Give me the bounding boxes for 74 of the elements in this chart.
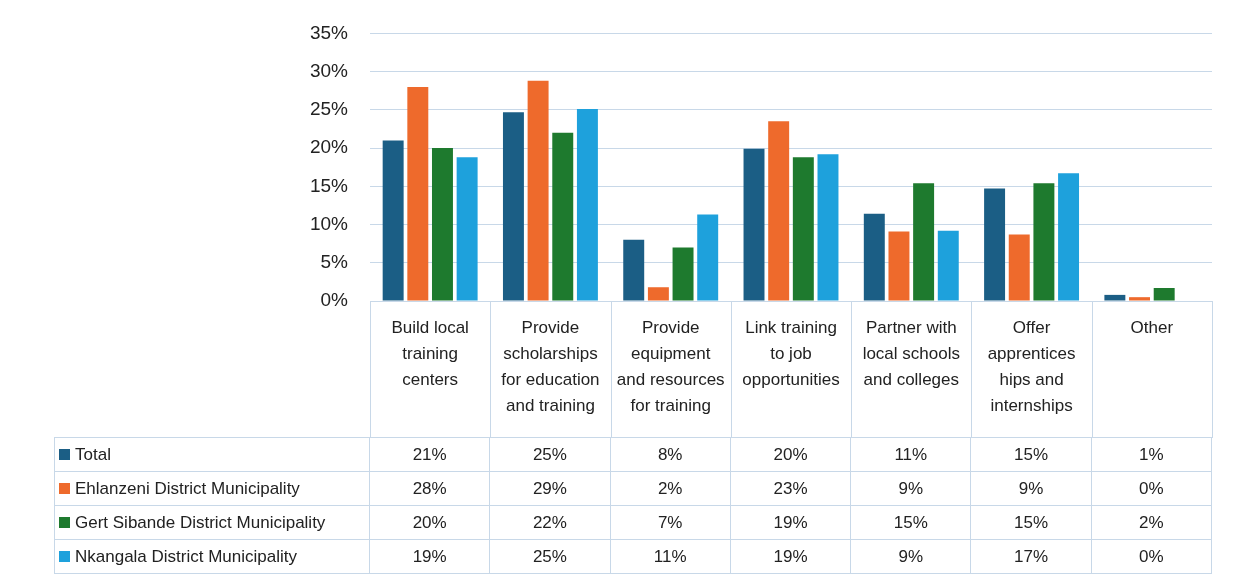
data-label: 1% bbox=[1091, 437, 1212, 472]
legend-label: Total bbox=[54, 437, 370, 472]
bar bbox=[937, 230, 959, 301]
x-tick-label: Provide equipment and resources for training bbox=[616, 317, 725, 415]
bar bbox=[502, 112, 524, 301]
y-tick-label: 15% bbox=[309, 174, 349, 196]
bar bbox=[552, 132, 574, 301]
data-label: 25% bbox=[489, 539, 611, 574]
bar bbox=[913, 183, 935, 301]
data-label: 20% bbox=[730, 437, 851, 472]
bar bbox=[1008, 234, 1030, 301]
data-label: 0% bbox=[1091, 471, 1212, 506]
bar bbox=[647, 287, 669, 301]
bar bbox=[1129, 297, 1151, 301]
data-label: 8% bbox=[610, 437, 731, 472]
x-tick-label: Build local training centers bbox=[391, 317, 469, 389]
data-label: 9% bbox=[850, 471, 971, 506]
data-label: 7% bbox=[610, 505, 731, 540]
bar bbox=[672, 247, 694, 301]
data-label: 2% bbox=[610, 471, 731, 506]
data-label: 19% bbox=[369, 539, 490, 574]
data-label: 2% bbox=[1091, 505, 1212, 540]
bar bbox=[768, 121, 790, 301]
data-label: 29% bbox=[489, 471, 611, 506]
legend-label: Gert Sibande District Municipality bbox=[54, 505, 370, 540]
bar bbox=[1104, 294, 1126, 301]
x-tick-label: Partner with local schools and colleges bbox=[862, 317, 960, 389]
bar bbox=[697, 214, 719, 301]
data-label: 9% bbox=[970, 471, 1092, 506]
data-label: 9% bbox=[850, 539, 971, 574]
x-tick-label: Link training to job opportunities bbox=[742, 317, 840, 389]
data-label: 28% bbox=[369, 471, 490, 506]
x-tick-label: Provide scholarships for education and training bbox=[501, 317, 600, 415]
y-tick-label: 10% bbox=[309, 212, 349, 234]
x-tick-label: Other bbox=[1130, 317, 1174, 337]
bar bbox=[888, 231, 910, 301]
y-tick-label: 5% bbox=[320, 251, 349, 273]
bar bbox=[1058, 173, 1080, 301]
bar bbox=[456, 157, 478, 301]
data-label: 20% bbox=[369, 505, 490, 540]
bar bbox=[527, 80, 549, 301]
y-tick-label: 25% bbox=[309, 98, 349, 120]
y-tick-label: 20% bbox=[309, 136, 349, 158]
bar bbox=[817, 154, 839, 301]
bar bbox=[743, 148, 765, 301]
bar bbox=[576, 109, 598, 301]
bar bbox=[407, 86, 429, 301]
bar bbox=[623, 239, 645, 301]
y-tick-label: 0% bbox=[320, 289, 349, 311]
legend-label: Ehlanzeni District Municipality bbox=[54, 471, 370, 506]
data-label: 11% bbox=[850, 437, 971, 472]
data-label: 17% bbox=[970, 539, 1092, 574]
bar bbox=[1033, 183, 1055, 301]
bar bbox=[984, 188, 1006, 301]
data-label: 19% bbox=[730, 539, 851, 574]
data-label: 15% bbox=[970, 505, 1092, 540]
data-label: 22% bbox=[489, 505, 611, 540]
data-label: 15% bbox=[850, 505, 971, 540]
data-label: 15% bbox=[970, 437, 1092, 472]
x-tick-label: Offer apprentices hips and internships bbox=[987, 317, 1076, 415]
data-label: 25% bbox=[489, 437, 611, 472]
bar bbox=[863, 213, 885, 301]
data-label: 23% bbox=[730, 471, 851, 506]
bar bbox=[382, 140, 404, 301]
y-tick-label: 35% bbox=[309, 21, 349, 43]
bar bbox=[431, 148, 453, 301]
data-label: 11% bbox=[610, 539, 731, 574]
y-tick-label: 30% bbox=[309, 59, 349, 81]
bar bbox=[792, 157, 814, 301]
legend-label: Nkangala District Municipality bbox=[54, 539, 370, 574]
data-label: 21% bbox=[369, 437, 490, 472]
bar bbox=[1153, 288, 1175, 301]
data-label: 0% bbox=[1091, 539, 1212, 574]
data-label: 19% bbox=[730, 505, 851, 540]
